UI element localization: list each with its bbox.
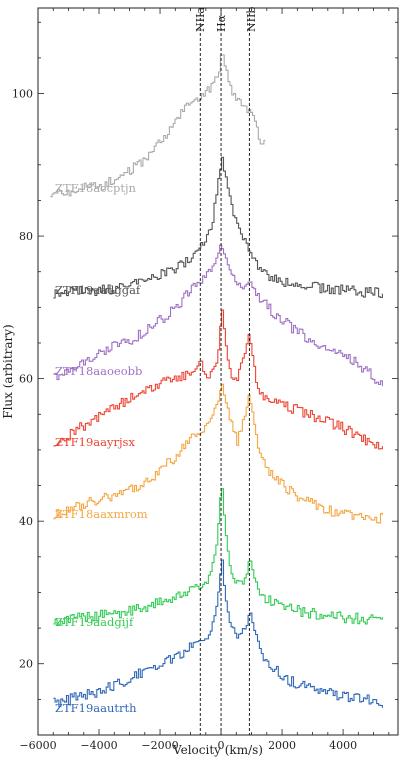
series-line-ztf19aayrjsx: [53, 309, 383, 450]
series-line-ztf19aautrth: [53, 559, 383, 708]
x-tick-label: −6000: [19, 739, 56, 752]
line-label-niia: NIIa: [194, 7, 207, 32]
y-tick-label: 100: [12, 88, 33, 101]
series-label-ztf19aayrjsx: ZTF19aayrjsx: [55, 435, 135, 449]
x-tick-label: −4000: [80, 739, 117, 752]
series-labels: ZTF18accptjn ZTF19aadggaf ZTF18aaoeobb Z…: [55, 181, 148, 715]
axes: −6000 −4000 −2000 0 2000 4000 20 40 60 80 100 Veloc…: [1, 7, 399, 757]
y-tick-label: 40: [19, 515, 33, 528]
series-label-ztf18aaxmrom: ZTF18aaxmrom: [55, 507, 148, 521]
plot-frame: [37, 7, 399, 736]
y-tick-label: 20: [19, 658, 33, 671]
series-label-ztf18accptjn: ZTF18accptjn: [55, 181, 137, 195]
series-label-ztf18aaoeobb: ZTF18aaoeobb: [55, 364, 142, 378]
x-tick-label: −2000: [141, 739, 178, 752]
y-tick-label: 80: [19, 230, 33, 243]
series-line-ztf19aadggaf: [53, 156, 383, 299]
y-tick-label: 60: [19, 373, 33, 386]
series-label-ztf19aautrth: ZTF19aautrth: [55, 701, 137, 715]
series-label-ztf19aadggaf: ZTF19aadggaf: [55, 283, 141, 297]
x-tick-label: 4000: [329, 739, 357, 752]
series-line-ztf18aaxmrom: [53, 383, 383, 524]
y-axis-title: Flux (arbitrary): [1, 324, 15, 418]
series-line-ztf18accptjn: [50, 54, 266, 198]
x-axis-title: Velocity (km/s): [172, 743, 263, 757]
series-line-ztf18aaoeobb: [53, 244, 383, 387]
line-label-niib: NIIb: [245, 7, 258, 32]
line-label-halpha: Hα: [215, 14, 228, 32]
emission-line-labels: NIIa Hα NIIb: [194, 7, 258, 32]
series-line-ztf19aadgijf: [53, 488, 383, 626]
emission-line-markers: [199, 8, 250, 735]
series-label-ztf19aadgijf: ZTF19aadgijf: [55, 615, 134, 629]
series-layer: [50, 54, 383, 708]
x-tick-label: 2000: [268, 739, 296, 752]
x-tick-label: 0: [218, 739, 225, 752]
